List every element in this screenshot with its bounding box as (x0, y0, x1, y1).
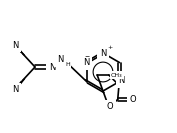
Text: N: N (12, 41, 18, 49)
Text: +: + (107, 45, 112, 50)
Text: H: H (65, 63, 70, 68)
Text: N: N (12, 86, 18, 95)
Text: −: − (85, 53, 90, 59)
Text: N: N (118, 76, 125, 85)
Text: N: N (83, 58, 90, 67)
Text: N: N (57, 55, 63, 65)
Text: N: N (49, 63, 55, 72)
Text: O: O (129, 95, 136, 104)
Text: CH₃: CH₃ (111, 72, 122, 78)
Text: O: O (107, 102, 113, 111)
Text: N: N (100, 49, 106, 57)
